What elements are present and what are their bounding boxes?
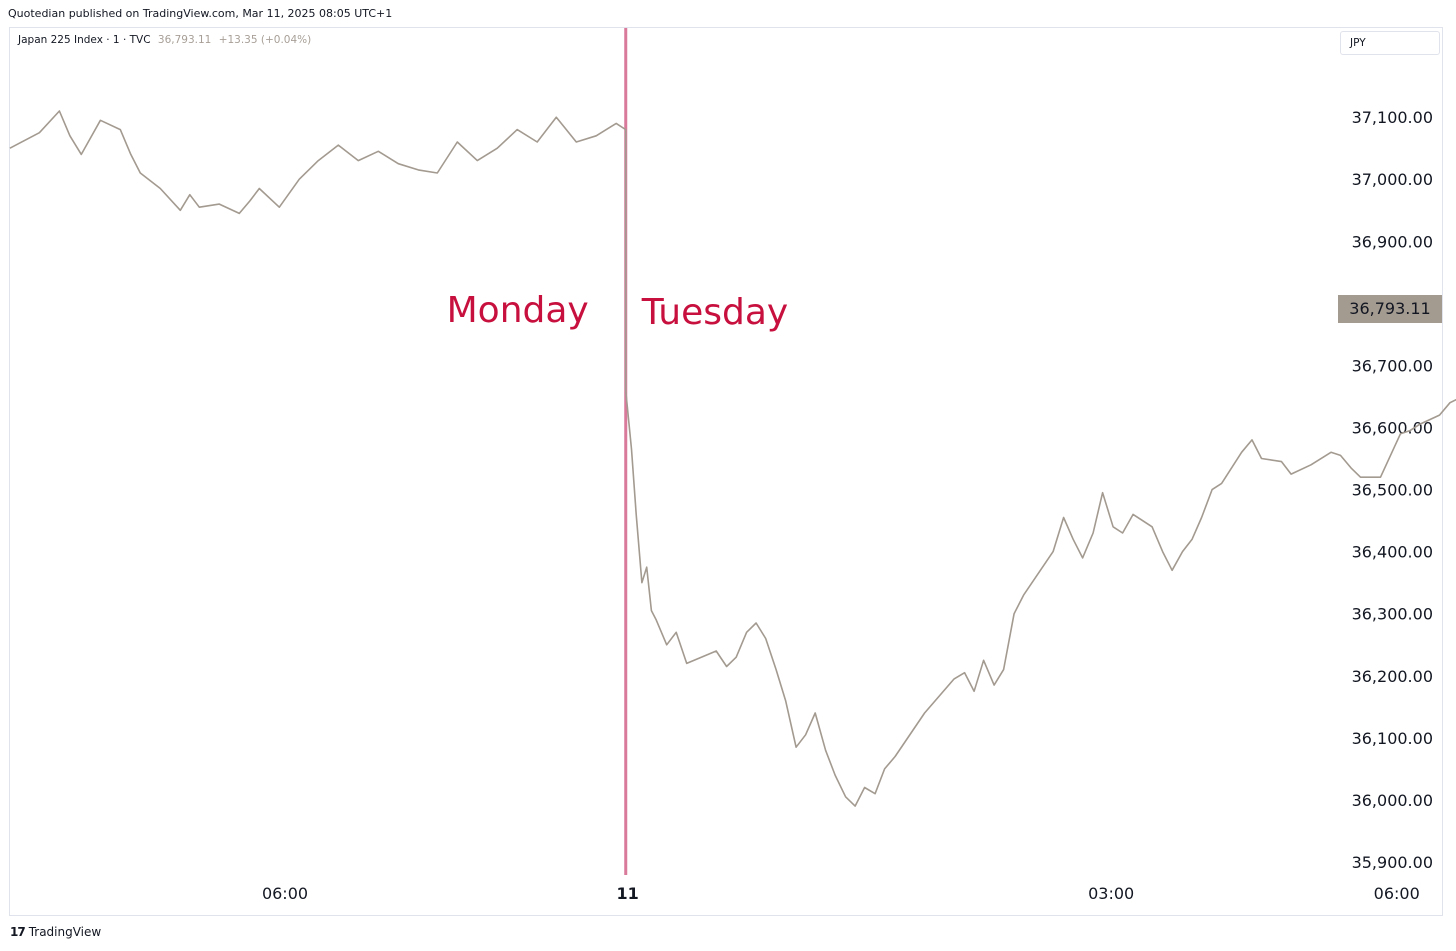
footer-brand: TradingView	[28, 925, 102, 939]
y-tick-label: 36,900.00	[1352, 232, 1433, 251]
y-tick-label: 37,000.00	[1352, 170, 1433, 189]
legend-symbol[interactable]: Japan 225 Index · 1 · TVC	[18, 34, 151, 46]
x-tick-label: 03:00	[1088, 884, 1134, 903]
y-tick-label: 36,100.00	[1352, 729, 1433, 748]
chart-frame	[9, 27, 1443, 916]
price-series-line	[9, 110, 1456, 807]
tradingview-footer: 17 TradingView	[10, 925, 101, 939]
y-tick-label: 35,900.00	[1352, 853, 1433, 872]
y-tick-label: 36,500.00	[1352, 481, 1433, 500]
monday-annotation: Monday	[447, 290, 589, 331]
chart-legend: Japan 225 Index · 1 · TVC 36,793.11 +13.…	[18, 34, 311, 46]
publisher-line: Quotedian published on TradingView.com, …	[8, 7, 393, 20]
y-tick-label: 36,000.00	[1352, 791, 1433, 810]
last-price-label: 36,793.11	[1338, 295, 1442, 323]
y-tick-label: 37,100.00	[1352, 108, 1433, 127]
x-tick-label: 11	[617, 884, 639, 903]
tradingview-logo-icon: 17	[10, 925, 26, 939]
series-layer	[9, 110, 1456, 807]
legend-change: +13.35 (+0.04%)	[218, 34, 312, 46]
tuesday-annotation: Tuesday	[641, 292, 788, 333]
x-tick-label: 06:00	[1374, 884, 1420, 903]
currency-button[interactable]: JPY	[1340, 31, 1440, 55]
y-tick-label: 36,600.00	[1352, 419, 1433, 438]
y-tick-label: 36,400.00	[1352, 543, 1433, 562]
legend-price: 36,793.11	[157, 34, 212, 46]
y-axis: 35,900.00 36,000.00 36,100.00 36,200.00 36,3…	[1352, 108, 1433, 872]
y-tick-label: 36,200.00	[1352, 667, 1433, 686]
y-tick-label: 36,300.00	[1352, 605, 1433, 624]
x-tick-label: 06:00	[262, 884, 308, 903]
y-tick-label: 36,700.00	[1352, 356, 1433, 375]
